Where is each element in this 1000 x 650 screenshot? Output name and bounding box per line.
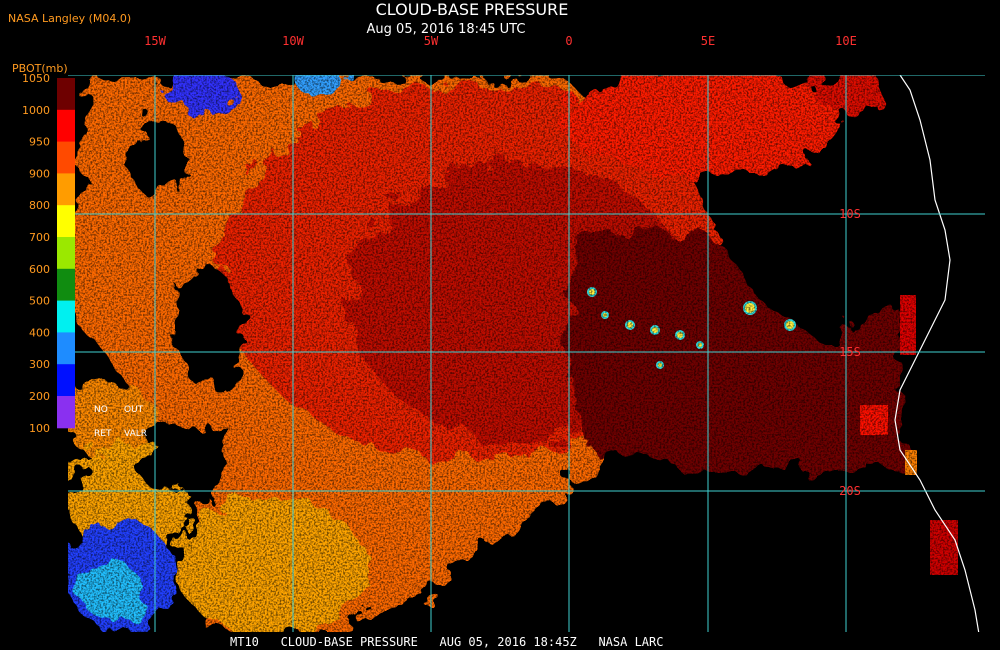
legend-tick-label: 100 [29,422,50,435]
longitude-label: 15W [144,34,166,48]
subtitle: Aug 05, 2016 18:45 UTC [367,22,526,37]
color-band [57,237,75,270]
legend-tick-label: 950 [29,136,50,149]
source-label: NASA Langley (M04.0) [8,12,131,25]
legend-tick-label: 600 [29,263,50,276]
longitude-label: 0 [565,34,572,48]
legend-note: RET [94,429,112,439]
legend-tick-label: 200 [29,390,50,403]
legend: 1050 1000 950 900 800 700 600 500 400 300 200 100 [22,72,75,435]
legend-tick-label: 800 [29,199,50,212]
latitude-label: 10S [839,207,861,221]
longitude-label: 10E [835,34,857,48]
legend-tick-label: 500 [29,295,50,308]
color-band [57,173,75,206]
color-band [57,396,75,429]
latitude-label: 15S [839,345,861,359]
legend-note: VALR [124,429,147,439]
color-band [57,332,75,365]
legend-tick-label: 700 [29,231,50,244]
satellite-image [68,75,985,632]
coastline [894,75,980,632]
color-band [57,78,75,111]
color-band [57,109,75,143]
legend-title: PBOT(mb) [12,62,68,75]
legend-note: NO [94,405,108,415]
title: CLOUD-BASE PRESSURE [376,0,569,19]
legend-tick-label: 900 [29,167,50,180]
legend-tick-label: 1050 [22,72,50,85]
graticule [68,75,985,632]
color-band [57,205,75,238]
longitude-label: 10W [282,34,304,48]
latitude-label: 20S [839,484,861,498]
longitude-label: 5W [424,34,439,48]
footer: MT10 CLOUD-BASE PRESSURE AUG 05, 2016 18… [230,635,663,649]
color-band [57,300,75,333]
color-band [57,364,75,397]
color-band [57,141,75,174]
color-band [57,268,75,302]
legend-tick-label: 400 [29,326,50,339]
legend-tick-label: 300 [29,358,50,371]
legend-note: OUT [124,405,144,415]
longitude-label: 5E [701,34,715,48]
legend-tick-label: 1000 [22,104,50,117]
